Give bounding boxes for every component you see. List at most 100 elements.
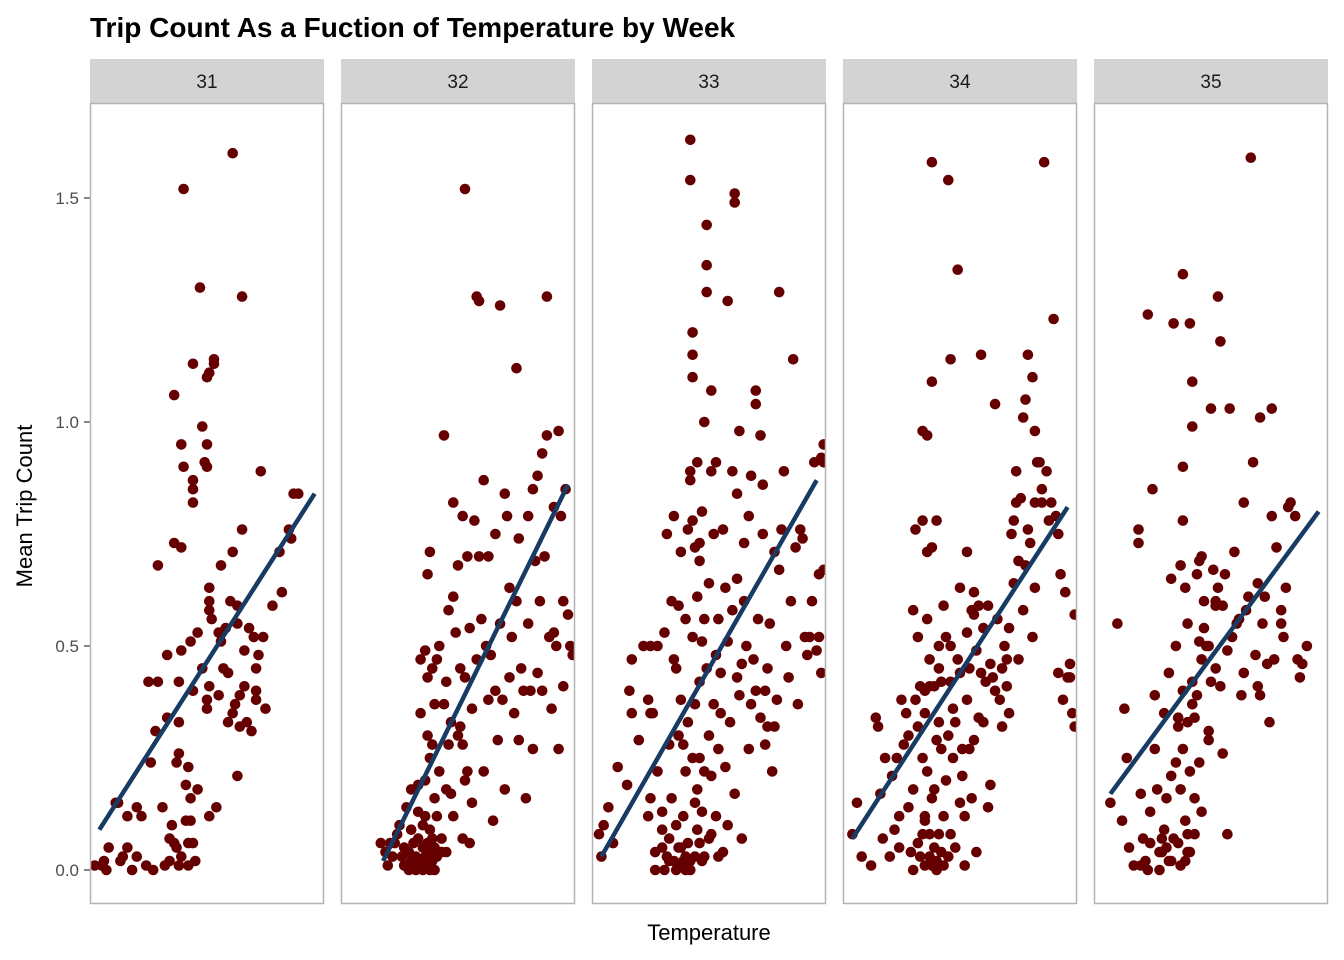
data-point xyxy=(1177,515,1189,526)
data-point xyxy=(797,533,808,544)
data-point xyxy=(483,694,494,706)
facet-strip-label: 32 xyxy=(447,72,468,93)
data-point xyxy=(204,681,215,692)
data-point xyxy=(694,837,705,849)
data-point xyxy=(985,658,996,670)
data-point xyxy=(678,810,689,822)
data-point xyxy=(1301,640,1313,652)
data-point xyxy=(462,766,473,777)
data-point xyxy=(236,291,248,302)
data-point xyxy=(670,819,682,831)
data-point xyxy=(176,645,187,656)
data-point xyxy=(166,819,178,831)
data-point xyxy=(755,430,766,441)
data-point xyxy=(1250,649,1261,661)
data-point xyxy=(652,640,663,652)
data-point xyxy=(459,672,471,683)
data-point xyxy=(553,425,564,437)
data-point xyxy=(670,663,682,674)
data-point xyxy=(243,622,255,634)
data-point xyxy=(1257,618,1268,629)
data-point xyxy=(478,766,490,777)
data-point xyxy=(736,658,748,670)
data-point xyxy=(422,730,433,741)
data-point xyxy=(487,815,499,826)
data-point xyxy=(851,797,863,809)
data-point xyxy=(424,824,436,835)
data-point xyxy=(954,582,966,594)
data-point xyxy=(743,510,755,522)
data-point xyxy=(422,672,433,683)
data-point xyxy=(1034,457,1045,468)
data-point xyxy=(856,851,867,862)
data-point xyxy=(996,663,1008,674)
data-point xyxy=(804,631,815,643)
data-point xyxy=(241,716,253,728)
data-point xyxy=(1238,497,1250,508)
y-axis: 0.0 0.5 1.0 1.5 xyxy=(55,189,90,880)
data-point xyxy=(438,430,450,441)
data-point xyxy=(452,730,464,741)
data-point xyxy=(464,622,476,634)
data-point xyxy=(173,860,185,871)
data-point xyxy=(466,703,478,714)
data-point xyxy=(940,775,952,786)
data-point xyxy=(222,667,234,679)
data-point xyxy=(1196,654,1207,665)
data-point xyxy=(227,147,238,159)
y-tick-label: 0.0 xyxy=(55,861,79,880)
facet-panel-32: 32 xyxy=(340,59,576,905)
data-point xyxy=(626,707,638,719)
data-point xyxy=(462,551,473,562)
data-point xyxy=(150,725,161,737)
data-point xyxy=(706,385,717,396)
data-point xyxy=(1123,842,1135,853)
data-point xyxy=(656,842,668,853)
data-point xyxy=(764,618,776,629)
data-point xyxy=(136,810,147,822)
facet-strip xyxy=(341,59,575,103)
data-point xyxy=(989,685,1001,697)
data-point xyxy=(1041,466,1052,477)
data-point xyxy=(1222,828,1233,840)
data-point xyxy=(122,842,133,853)
data-point xyxy=(933,640,945,652)
data-point xyxy=(792,698,804,710)
data-point xyxy=(1189,712,1200,723)
data-point xyxy=(143,676,154,688)
data-point xyxy=(1210,663,1221,674)
data-point xyxy=(706,466,717,477)
data-point xyxy=(907,604,919,616)
data-point xyxy=(1165,573,1177,585)
data-point xyxy=(701,286,712,298)
data-point xyxy=(1184,846,1196,858)
data-point xyxy=(532,470,543,482)
data-point xyxy=(668,510,680,522)
data-point xyxy=(1168,318,1179,329)
data-point xyxy=(565,640,575,652)
data-point xyxy=(802,649,813,661)
data-point xyxy=(1259,591,1271,602)
data-point xyxy=(682,837,694,849)
data-point xyxy=(459,183,471,195)
data-point xyxy=(1205,403,1217,414)
data-point xyxy=(926,376,938,388)
data-point xyxy=(201,703,213,714)
data-point xyxy=(1017,604,1029,616)
data-point xyxy=(1191,569,1203,580)
data-point xyxy=(541,291,553,302)
facet-panel-border xyxy=(591,102,827,905)
data-point xyxy=(213,690,224,701)
data-point xyxy=(185,793,196,804)
data-point xyxy=(741,640,752,652)
data-point xyxy=(783,672,794,683)
facet-panel-33: 33 xyxy=(591,59,827,905)
fit-line xyxy=(1108,510,1321,796)
data-point xyxy=(724,716,736,728)
data-point xyxy=(103,842,114,853)
fit-line xyxy=(381,483,570,863)
facet-strip xyxy=(1094,59,1328,103)
data-point xyxy=(722,295,733,307)
data-point xyxy=(171,757,182,768)
data-point xyxy=(534,595,546,607)
